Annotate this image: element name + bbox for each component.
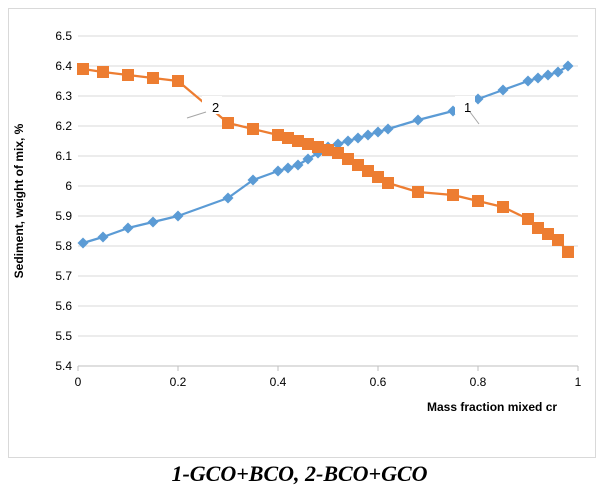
series-1-point [147, 216, 159, 228]
series-2-point [332, 147, 344, 159]
series-2-leader-line [186, 111, 207, 119]
series-2-point [147, 72, 159, 84]
series-2-point [272, 129, 284, 141]
grid-layer [78, 35, 578, 367]
series-1-point [302, 153, 314, 165]
series-2-point [362, 165, 374, 177]
series-2-label-bg [202, 96, 222, 114]
x-tick-label: 0 [75, 375, 82, 389]
series-1-point [352, 132, 364, 144]
figure-caption: 1-GCO+BCO, 2-BCO+GCO [171, 461, 428, 486]
y-tick-label: 6.2 [55, 119, 72, 133]
series-2-point [122, 69, 134, 81]
y-tick-label: 5.4 [55, 359, 72, 373]
series-2-point [292, 135, 304, 147]
series-1-point [122, 222, 134, 234]
series-1-point [412, 114, 424, 126]
series-1-point [247, 174, 259, 186]
series-1-label-bg [455, 96, 475, 114]
series-2-point [222, 117, 234, 129]
series-2-point [382, 177, 394, 189]
series-2-point [77, 63, 89, 75]
y-tick-label: 5.7 [55, 269, 72, 283]
series-2-point [447, 189, 459, 201]
x-tick-label: 0.4 [270, 375, 287, 389]
y-tick-label: 5.6 [55, 299, 72, 313]
series-1-line [82, 65, 569, 245]
series-2-point [552, 234, 564, 246]
y-tick-label: 6.5 [55, 29, 72, 43]
series-2-point [302, 138, 314, 150]
series-1-point [172, 210, 184, 222]
series-1-point [472, 93, 484, 105]
series-2-point [542, 228, 554, 240]
series-2-point [282, 132, 294, 144]
series-1-leader-line [469, 111, 480, 125]
series-1-point [372, 126, 384, 138]
series-2-point [247, 123, 259, 135]
series-1-point [272, 165, 284, 177]
series-1-point [292, 159, 304, 171]
series-1-point [532, 72, 544, 84]
series-2-point [532, 222, 544, 234]
y-tick-label: 6.4 [55, 59, 72, 73]
y-tick-label: 5.8 [55, 239, 72, 253]
label-layer: 12 [186, 96, 480, 125]
series-1-point [542, 69, 554, 81]
chart-svg: 5.4 5.5 5.6 5.7 5.8 5.9 6 6.1 6.2 6.3 6.4 6.5 0 0.2 0.… [12, 29, 582, 414]
chart-frame: 5.4 5.5 5.6 5.7 5.8 5.9 6 6.1 6.2 6.3 6.4 6.5 0 0.2 0.… [8, 8, 596, 458]
y-axis-title: Sediment, weight of mix, % [12, 123, 26, 278]
x-tick-label: 1 [575, 375, 582, 389]
y-tick-label: 5.5 [55, 329, 72, 343]
series-1-point [562, 60, 574, 72]
series-1-point [522, 75, 534, 87]
series-2-point [562, 246, 574, 258]
series-1-point [97, 231, 109, 243]
series-2-point [522, 213, 534, 225]
y-tick-label: 6 [65, 179, 72, 193]
series-2-label: 2 [212, 100, 219, 115]
x-tick-label: 0.8 [470, 375, 487, 389]
series-1-point [77, 237, 89, 249]
series-2-point [172, 75, 184, 87]
x-axis-title: Mass fraction mixed cr [427, 400, 557, 414]
series-2-point [372, 171, 384, 183]
series-2-point [472, 195, 484, 207]
axis-layer: 5.4 5.5 5.6 5.7 5.8 5.9 6 6.1 6.2 6.3 6.4 6.5 0 0.2 0.… [12, 29, 582, 414]
series-1-point [552, 66, 564, 78]
series-2-point [497, 201, 509, 213]
series-2-point [412, 186, 424, 198]
series-2-point [97, 66, 109, 78]
series-1-point [282, 162, 294, 174]
series-1-label: 1 [464, 100, 471, 115]
series-1-point [342, 135, 354, 147]
y-tick-label: 6.1 [55, 149, 72, 163]
series-1-point [362, 129, 374, 141]
x-tick-label: 0.2 [170, 375, 187, 389]
series-2-point [352, 159, 364, 171]
series-1-point [382, 123, 394, 135]
series-1-point [222, 192, 234, 204]
x-tick-label: 0.6 [370, 375, 387, 389]
y-tick-label: 5.9 [55, 209, 72, 223]
series-1-point [497, 84, 509, 96]
series-2-point [312, 141, 324, 153]
y-tick-label: 6.3 [55, 89, 72, 103]
series-2-point [322, 144, 334, 156]
series-1-point [332, 138, 344, 150]
series-2-point [342, 153, 354, 165]
series-layer [77, 60, 574, 258]
